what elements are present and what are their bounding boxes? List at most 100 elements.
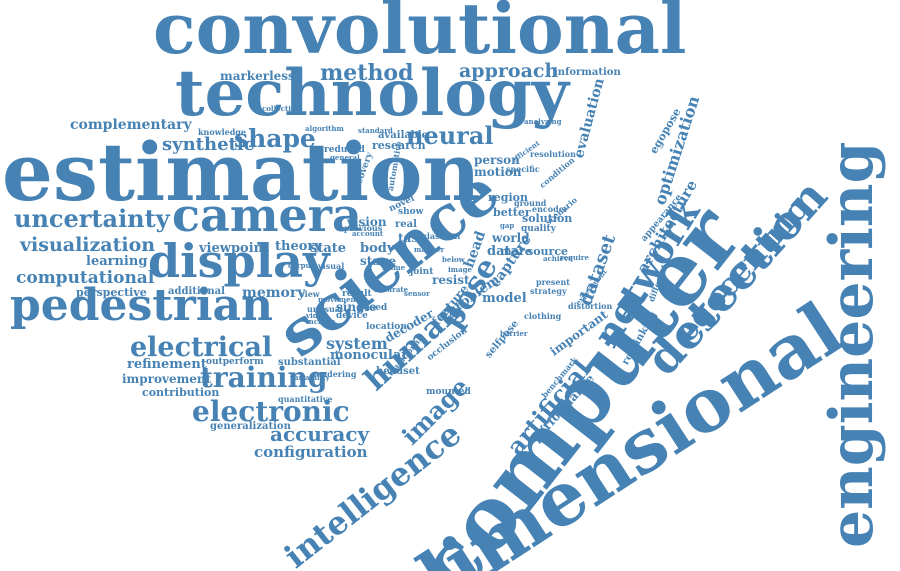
word-data: data	[487, 244, 519, 259]
word-task: task	[398, 231, 427, 245]
word-stage: stage	[360, 254, 397, 268]
word-method: method	[320, 60, 414, 86]
word-training: training	[200, 361, 328, 394]
word-manner: manner	[414, 245, 445, 254]
word-additional: additional	[168, 286, 225, 297]
word-body: body	[360, 241, 395, 256]
word-learning: learning	[86, 254, 148, 269]
word-device: device	[336, 311, 368, 321]
word-visualization: visualization	[20, 234, 156, 256]
word-world: world	[492, 231, 530, 245]
word-pedestrian: pedestrian	[10, 280, 274, 331]
word-system: system	[326, 334, 388, 353]
word-complementary: complementary	[70, 117, 192, 133]
word-real: real	[395, 219, 417, 230]
word-evaluation: evaluation	[571, 76, 608, 160]
word-convolutional: convolutional	[153, 0, 687, 70]
word-frame: frame	[382, 263, 406, 272]
word-generalization: generalization	[210, 421, 291, 432]
word-visual: visual	[318, 261, 345, 271]
word-person: person	[474, 153, 520, 167]
word-variability: variability	[290, 373, 330, 382]
word-achieve: achieve	[543, 254, 573, 263]
word-classical: classical	[422, 231, 461, 241]
word-specific: specific	[506, 164, 540, 174]
word-sensor: sensor	[404, 289, 430, 298]
word-condition: condition	[537, 154, 577, 190]
word-theory: theory	[275, 239, 322, 254]
word-algorithm: algorithm	[305, 124, 344, 133]
word-more: more	[500, 245, 532, 258]
word-estimation: estimation	[2, 125, 481, 219]
word-quality: quality	[521, 224, 556, 234]
word-strategy: strategy	[530, 286, 567, 296]
word-gap: gap	[500, 221, 515, 230]
word-single: single	[336, 300, 377, 314]
word-view: view	[300, 289, 320, 299]
word-better: better	[493, 206, 531, 219]
word-model: model	[482, 291, 527, 306]
word-computational: computational	[16, 268, 155, 288]
word-solution: solution	[522, 212, 573, 225]
word-general: general	[330, 153, 360, 162]
word-reduced: reduced	[324, 145, 365, 155]
word-perspective: perspective	[76, 286, 147, 299]
word-distortion: distortion	[568, 301, 613, 311]
word-viewpoint: viewpoint	[199, 241, 270, 256]
word-selfpose: selfpose	[483, 318, 522, 361]
word-display: display	[148, 234, 330, 288]
word-memory: memory	[242, 285, 306, 301]
word-based: based	[358, 303, 388, 313]
word-barrier: barrier	[500, 329, 528, 338]
word-quantitative: quantitative	[278, 394, 333, 404]
word-present: present	[536, 277, 571, 287]
word-synthetic: synthetic	[162, 134, 255, 155]
word-collection: collection	[262, 104, 301, 113]
word-image: image	[448, 265, 472, 274]
word-analyzing: analyzing	[524, 117, 562, 126]
word-account: account	[352, 229, 384, 238]
word-mounted: mounted	[426, 387, 471, 397]
word-include: include	[306, 317, 336, 326]
word-monocular: monocular	[330, 348, 409, 363]
word-ground: ground	[514, 198, 547, 208]
word-resolution: resolution	[530, 149, 576, 159]
word-joint: joint	[410, 267, 434, 277]
word-movement: movement	[318, 295, 359, 304]
word-below: below	[442, 255, 465, 264]
word-available: available	[378, 130, 428, 141]
word-source: source	[527, 245, 569, 258]
word-result: result	[342, 289, 372, 299]
word-information: information	[554, 67, 621, 78]
word-accurate: accurate	[374, 285, 409, 294]
word-neural: neural	[406, 121, 494, 150]
word-require: require	[560, 253, 589, 262]
word-knowledge: knowledge	[198, 127, 246, 137]
word-vision: vision	[347, 215, 387, 229]
word-state: state	[310, 241, 347, 256]
word-technology: technology	[175, 56, 569, 131]
word-clothing: clothing	[524, 311, 562, 321]
word-outperform: outperform	[206, 357, 264, 367]
word-accuracy: accuracy	[270, 422, 370, 446]
word-refinement: refinement	[127, 357, 207, 372]
word-configuration: configuration	[254, 443, 368, 461]
word-approach: approach	[459, 60, 559, 82]
word-markerless: markerless	[220, 69, 295, 83]
word-contribution: contribution	[142, 386, 220, 399]
word-shape: shape	[234, 124, 316, 153]
word-electronic: electronic	[192, 395, 350, 428]
word-camera: camera	[172, 188, 362, 242]
word-substantial: substantial	[278, 357, 341, 368]
word-electrical: electrical	[130, 332, 273, 363]
word-research: research	[372, 139, 426, 152]
word-unusual: unusual	[307, 304, 343, 314]
word-previous: previous	[344, 223, 383, 233]
word-uncertainty: uncertainty	[14, 204, 170, 233]
word-motion: motion	[474, 165, 522, 179]
word-encoder: encoder	[532, 204, 569, 214]
word-rendering: rendering	[312, 369, 357, 379]
word-video: video	[306, 311, 327, 320]
word-region: region	[488, 191, 528, 204]
